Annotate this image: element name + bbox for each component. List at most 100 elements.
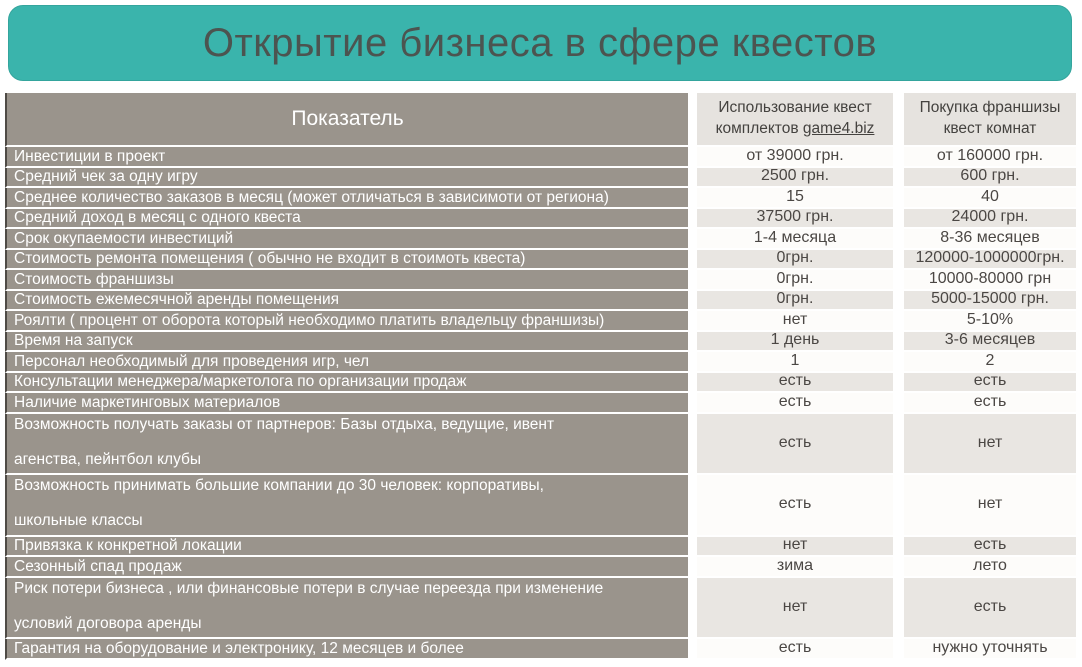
column-divider (688, 188, 697, 209)
row-label: Средний доход в месяц с одного квеста (14, 209, 301, 227)
column-divider (893, 557, 904, 578)
row-value-quest-kits: зима (697, 557, 893, 578)
row-value-franchise: есть (904, 393, 1076, 414)
row-value-quest-kits-text: 2500 грн. (760, 167, 830, 185)
table-row: Инвестиции в проект от 39000 грн. от 16000… (5, 147, 1076, 168)
row-value-franchise: есть (904, 372, 1076, 393)
row-value-quest-kits: нет (697, 311, 893, 332)
row-value-franchise: 5-10% (904, 311, 1076, 332)
column-divider (893, 536, 904, 557)
table-row: Время на запуск 1 день 3-6 месяцев (5, 331, 1076, 352)
row-label-cell: Привязка к конкретной локации (5, 536, 688, 557)
row-value-franchise-text: 3-6 месяцев (944, 331, 1036, 349)
row-value-quest-kits-text: 0грн. (776, 269, 814, 287)
row-value-franchise-text: лето (973, 556, 1007, 574)
table-row: Средний доход в месяц с одного квеста 375… (5, 208, 1076, 229)
row-label-cell: Стоимость ремонта помещения ( обычно не … (5, 249, 688, 270)
row-label: Стоимость ежемесячной аренды помещения (14, 291, 339, 309)
row-value-quest-kits-text: нет (782, 536, 808, 554)
row-value-quest-kits: нет (697, 577, 893, 639)
title-banner: Открытие бизнеса в сфере квестов (8, 5, 1072, 81)
row-label-cell: Среднее количество заказов в месяц (може… (5, 188, 688, 209)
row-value-franchise: лето (904, 557, 1076, 578)
table-row: Наличие маркетинговых материалов есть есть (5, 393, 1076, 414)
row-label-cell: Срок окупаемости инвестиций (5, 229, 688, 250)
row-label-cell: Риск потери бизнеса , или финансовые пот… (5, 577, 688, 639)
row-value-quest-kits-text: нет (782, 597, 808, 615)
row-label: Среднее количество заказов в месяц (може… (14, 188, 609, 206)
column-divider (688, 311, 697, 332)
row-value-quest-kits-text: 1-4 месяца (753, 228, 837, 246)
row-value-franchise-text: 24000 грн. (951, 208, 1029, 226)
table-row: Возможность получать заказы от партнеров… (5, 413, 1076, 475)
row-value-franchise: от 160000 грн. (904, 147, 1076, 168)
row-value-franchise-text: 10000-80000 грн (928, 269, 1052, 287)
row-value-quest-kits-text: есть (778, 372, 812, 390)
column-divider (688, 249, 697, 270)
row-value-quest-kits: от 39000 грн. (697, 147, 893, 168)
column-divider (893, 639, 904, 660)
row-value-quest-kits: 1-4 месяца (697, 229, 893, 250)
row-value-quest-kits: 15 (697, 188, 893, 209)
row-label-line2: агенства, пейнтбол клубы (14, 450, 202, 468)
row-value-franchise-text: есть (973, 536, 1007, 554)
row-label-cell: Стоимость ежемесячной аренды помещения (5, 290, 688, 311)
column-header-indicator: Показатель (5, 93, 688, 147)
column-divider (893, 331, 904, 352)
row-value-quest-kits-text: нет (782, 310, 808, 328)
row-label-line2: школьные классы (14, 512, 143, 530)
row-value-franchise: нет (904, 413, 1076, 475)
column-divider (893, 188, 904, 209)
row-value-quest-kits-text: 37500 грн. (756, 208, 834, 226)
table-row: Срок окупаемости инвестиций 1-4 месяца 8-3… (5, 229, 1076, 250)
row-label-cell: Средний доход в месяц с одного квеста (5, 208, 688, 229)
table-body: Инвестиции в проект от 39000 грн. от 16000… (5, 147, 1076, 660)
row-label-cell: Возможность получать заказы от партнеров… (5, 413, 688, 475)
column-divider (688, 577, 697, 639)
column-divider (893, 167, 904, 188)
column-divider (893, 311, 904, 332)
row-value-quest-kits-text: 0грн. (776, 290, 814, 308)
row-value-franchise: 3-6 месяцев (904, 331, 1076, 352)
column-divider (688, 352, 697, 373)
table-row: Роялти ( процент от оборота который необ… (5, 311, 1076, 332)
column-divider (688, 147, 697, 168)
column-divider (893, 352, 904, 373)
row-value-franchise-text: нет (977, 433, 1003, 451)
column-header-quest-kits-prefix: комплектов (715, 119, 803, 137)
row-value-franchise-text: есть (973, 392, 1007, 410)
row-value-franchise: 5000-15000 грн. (904, 290, 1076, 311)
row-value-franchise: 2 (904, 352, 1076, 373)
row-label: Время на запуск (14, 332, 133, 350)
column-divider (893, 475, 904, 537)
column-header-franchise: Покупка франшизы квест комнат (904, 93, 1076, 147)
column-divider (688, 536, 697, 557)
row-label: Средний чек за одну игру (14, 168, 198, 186)
row-label: Персонал необходимый для проведения игр,… (14, 352, 370, 370)
row-value-quest-kits: 1 (697, 352, 893, 373)
row-value-franchise: 120000-1000000грн. (904, 249, 1076, 270)
row-value-quest-kits: есть (697, 372, 893, 393)
game4-biz-link[interactable]: game4.biz (802, 119, 875, 137)
column-header-franchise-line2: квест комнат (943, 119, 1037, 137)
row-value-franchise: нет (904, 475, 1076, 537)
column-divider (688, 372, 697, 393)
row-label: Привязка к конкретной локации (14, 537, 242, 555)
row-value-quest-kits-text: 0грн. (776, 249, 814, 267)
row-label: Стоимость ремонта помещения ( обычно не … (14, 250, 526, 268)
row-value-quest-kits: нет (697, 536, 893, 557)
row-value-franchise-text: от 160000 грн. (936, 146, 1044, 164)
row-value-franchise-text: есть (973, 372, 1007, 390)
row-value-franchise-text: 5-10% (966, 310, 1014, 328)
column-divider (688, 331, 697, 352)
row-label-cell: Консультации менеджера/маркетолога по ор… (5, 372, 688, 393)
row-label: Возможность принимать большие компании д… (14, 477, 544, 494)
row-label: Роялти ( процент от оборота который необ… (14, 311, 605, 329)
row-label-cell: Стоимость франшизы (5, 270, 688, 291)
row-value-quest-kits: 37500 грн. (697, 208, 893, 229)
row-value-franchise: 40 (904, 188, 1076, 209)
column-header-indicator-label: Показатель (291, 107, 404, 131)
column-divider (688, 475, 697, 537)
row-label-cell: Средний чек за одну игру (5, 167, 688, 188)
row-value-quest-kits-text: есть (778, 392, 812, 410)
